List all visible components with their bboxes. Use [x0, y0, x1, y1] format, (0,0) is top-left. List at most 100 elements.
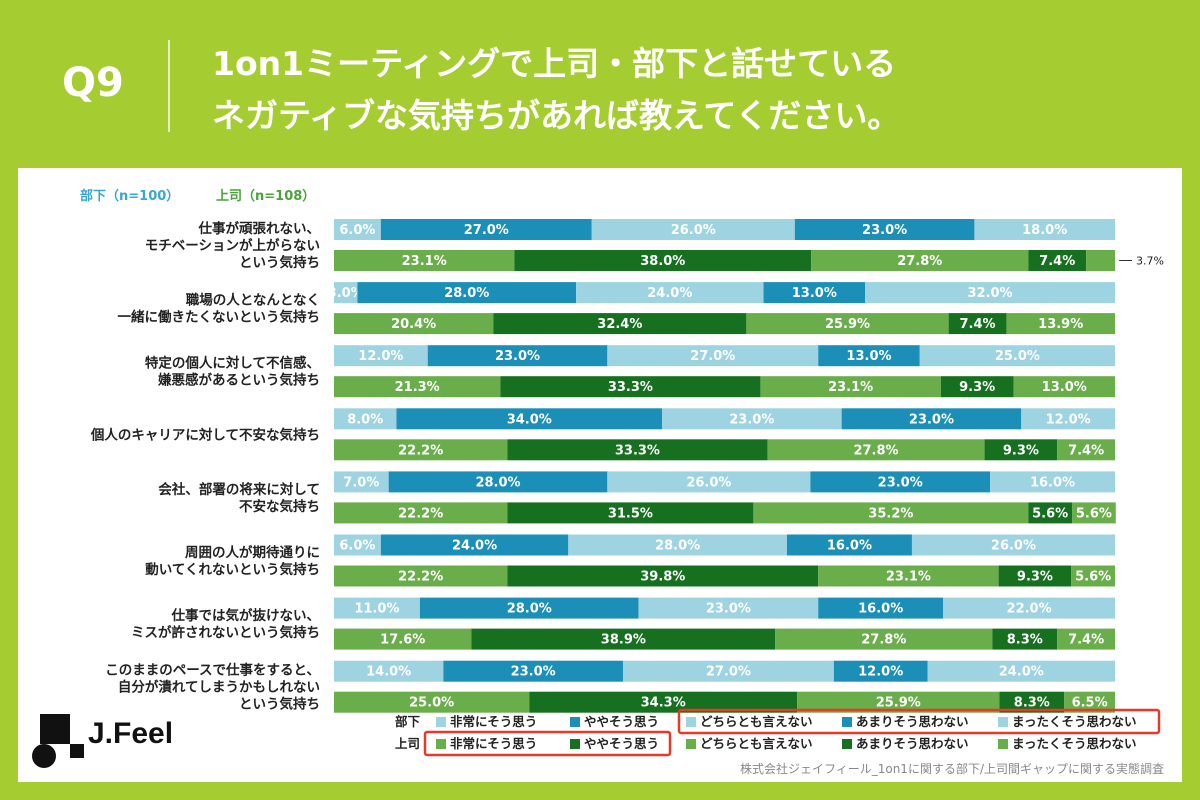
data-label-boss-1-1: 23.1%: [402, 254, 447, 269]
bar-boss-6-2: [507, 565, 819, 587]
bar-boss-8-5: [1064, 691, 1115, 713]
category-label-7-line-1: 仕事では気が抜けない、: [171, 607, 321, 624]
bar-sub-7-5: [943, 597, 1115, 619]
legend-label-boss-5: まったくそう思わない: [1012, 736, 1137, 751]
bar-boss-5-1: [334, 502, 508, 524]
data-label-sub-7-3: 23.0%: [706, 602, 751, 617]
bar-boss-2-1: [334, 313, 494, 335]
legend-swatch-boss-5: [998, 739, 1008, 749]
header: Q9 1on1ミーティングで上司・部下と話せている ネガティブな気持ちがあれば教…: [0, 0, 1200, 165]
bar-boss-1-1: [334, 250, 515, 271]
external-data-label: 3.7%: [1136, 255, 1164, 268]
legend-swatch-sub-1: [436, 717, 446, 727]
question-title-line1: 1on1ミーティングで上司・部下と話せている: [212, 44, 897, 83]
bar-boss-3-2: [500, 376, 761, 398]
bar-boss-5-3: [753, 502, 1029, 524]
data-label-boss-5-3: 35.2%: [868, 506, 913, 521]
category-label-4-line-1: 個人のキャリアに対して不安な気持ち: [90, 426, 320, 443]
bar-sub-3-3: [607, 345, 819, 367]
legend-swatch-boss-3: [686, 739, 696, 749]
category-label-2-line-2: 一緒に働きたくないという気持ち: [118, 309, 321, 326]
bar-sub-7-4: [818, 597, 944, 619]
bar-sub-4-5: [1021, 408, 1115, 430]
data-label-boss-6-1: 22.2%: [398, 570, 443, 585]
data-label-sub-8-2: 23.0%: [511, 665, 556, 680]
legend-swatch-boss-2: [570, 739, 580, 749]
data-label-sub-7-4: 16.0%: [858, 602, 903, 617]
bar-sub-6-3: [568, 534, 787, 556]
bar-sub-6-4: [786, 534, 912, 556]
data-label-boss-7-1: 17.6%: [380, 633, 425, 648]
bar-sub-3-1: [334, 345, 428, 367]
jfeel-logo-text: J.Feel: [88, 717, 174, 750]
bar-boss-3-3: [760, 376, 941, 398]
data-label-boss-5-4: 5.6%: [1032, 506, 1068, 521]
data-label-sub-7-1: 11.0%: [354, 602, 399, 617]
bar-boss-8-3: [797, 691, 1000, 713]
data-label-sub-3-5: 25.0%: [995, 349, 1040, 364]
data-label-boss-1-2: 38.0%: [640, 254, 685, 269]
legend-label-sub-5: まったくそう思わない: [1012, 714, 1137, 729]
bar-sub-3-4: [818, 345, 920, 367]
legend-label-boss-4: あまりそう思わない: [856, 736, 969, 751]
legend-group-sub: 部下: [395, 714, 421, 729]
category-label-2-line-1: 職場の人となんとなく: [186, 292, 320, 309]
bar-boss-5-5: [1072, 502, 1116, 524]
data-label-boss-5-5: 5.6%: [1076, 506, 1112, 521]
bar-sub-1-3: [591, 219, 795, 240]
question-title: 1on1ミーティングで上司・部下と話せている ネガティブな気持ちがあれば教えてく…: [212, 38, 900, 142]
data-label-sub-3-3: 27.0%: [690, 349, 735, 364]
data-label-boss-1-4: 7.4%: [1039, 254, 1075, 269]
data-label-boss-8-5: 6.5%: [1072, 696, 1108, 711]
data-label-sub-8-1: 14.0%: [366, 665, 411, 680]
bar-sub-8-1: [334, 660, 444, 682]
data-label-boss-7-4: 8.3%: [1007, 633, 1043, 648]
data-label-boss-3-2: 33.3%: [608, 380, 653, 395]
category-label-5-line-1: 会社、部署の将来に対して: [158, 481, 320, 498]
bar-boss-3-1: [334, 376, 501, 398]
data-label-boss-8-1: 25.0%: [409, 696, 454, 711]
data-label-boss-3-1: 21.3%: [395, 380, 440, 395]
data-label-boss-6-5: 5.6%: [1075, 570, 1111, 585]
data-label-sub-6-3: 28.0%: [655, 539, 700, 554]
category-label-7-line-2: ミスが許されないという気持ち: [131, 624, 320, 641]
data-label-sub-4-4: 23.0%: [909, 412, 954, 427]
data-label-boss-8-3: 25.9%: [876, 696, 921, 711]
legend-label-sub-3: どちらとも言えない: [700, 714, 813, 729]
data-label-sub-6-5: 26.0%: [991, 539, 1036, 554]
legend-swatch-boss-1: [436, 739, 446, 749]
bar-sub-8-3: [622, 660, 834, 682]
data-label-sub-1-4: 23.0%: [862, 223, 907, 238]
data-label-boss-2-2: 32.4%: [597, 317, 642, 332]
bar-sub-2-5: [865, 282, 1115, 304]
data-label-sub-5-5: 16.0%: [1030, 475, 1075, 490]
bar-boss-6-1: [334, 565, 508, 587]
bar-boss-2-4: [948, 313, 1007, 335]
data-label-boss-4-4: 9.3%: [1003, 443, 1039, 458]
bar-boss-6-5: [1071, 565, 1115, 587]
bar-sub-2-3: [576, 282, 764, 304]
data-label-sub-5-1: 7.0%: [343, 475, 379, 490]
bar-boss-6-4: [998, 565, 1072, 587]
data-label-sub-8-3: 27.0%: [706, 665, 751, 680]
data-label-sub-3-2: 23.0%: [495, 349, 540, 364]
legend-label-sub-4: あまりそう思わない: [856, 714, 969, 729]
bar-sub-2-4: [763, 282, 866, 304]
data-label-sub-5-2: 28.0%: [475, 475, 520, 490]
category-label-6-line-2: 動いてくれないという気持ち: [145, 561, 320, 578]
data-label-sub-6-2: 24.0%: [452, 539, 497, 554]
bar-boss-4-2: [507, 439, 768, 461]
data-label-sub-4-2: 34.0%: [507, 412, 552, 427]
category-label-8-line-1: このままのペースで仕事をすると、: [105, 662, 320, 679]
data-label-sub-1-1: 6.0%: [339, 223, 375, 238]
legend-label-boss-1: 非常にそう思う: [450, 736, 537, 751]
data-label-boss-7-2: 38.9%: [601, 633, 646, 648]
legend-group-boss: 上司: [395, 736, 420, 751]
data-label-boss-4-1: 22.2%: [398, 443, 443, 458]
data-label-sub-4-1: 8.0%: [347, 412, 383, 427]
legend-label-sub-2: ややそう思う: [584, 714, 659, 729]
data-label-boss-3-4: 9.3%: [959, 380, 995, 395]
bar-sub-4-3: [662, 408, 842, 430]
bar-sub-8-4: [833, 660, 928, 682]
